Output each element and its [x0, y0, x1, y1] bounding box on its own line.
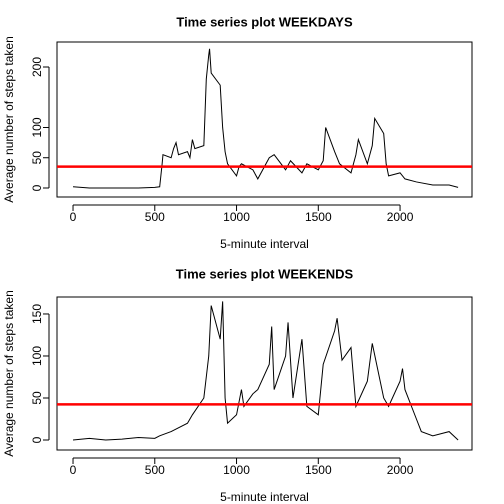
x-axis-label: 5-minute interval: [220, 237, 309, 251]
x-tick-label: 500: [145, 210, 165, 224]
y-axis-label: Average number of steps taken: [2, 290, 16, 457]
x-axis-label: 5-minute interval: [220, 490, 309, 504]
x-tick-label: 500: [145, 463, 165, 477]
y-axis-label: Average number of steps taken: [2, 36, 16, 203]
plot-box: [56, 296, 473, 451]
x-tick-label: 2000: [387, 463, 414, 477]
x-tick-label: 0: [70, 463, 77, 477]
y-tick-label: 150: [30, 304, 44, 324]
y-tick-label: 50: [30, 151, 44, 165]
y-tick-label: 0: [30, 184, 44, 191]
y-tick-label: 200: [30, 57, 44, 77]
data-line: [72, 301, 459, 441]
y-tick-label: 100: [30, 346, 44, 366]
x-tick-label: 1000: [223, 210, 250, 224]
chart-title: Time series plot WEEKENDS: [176, 266, 354, 281]
y-tick-label: 100: [30, 117, 44, 137]
chart-title: Time series plot WEEKDAYS: [176, 14, 353, 29]
y-tick-label: 50: [30, 391, 44, 405]
x-tick-label: 0: [70, 210, 77, 224]
y-tick-label: 0: [30, 436, 44, 443]
data-line: [72, 48, 459, 189]
x-tick-label: 1500: [305, 463, 332, 477]
plot-box: [56, 41, 473, 198]
x-tick-label: 1500: [305, 210, 332, 224]
x-tick-label: 2000: [387, 210, 414, 224]
x-tick-label: 1000: [223, 463, 250, 477]
